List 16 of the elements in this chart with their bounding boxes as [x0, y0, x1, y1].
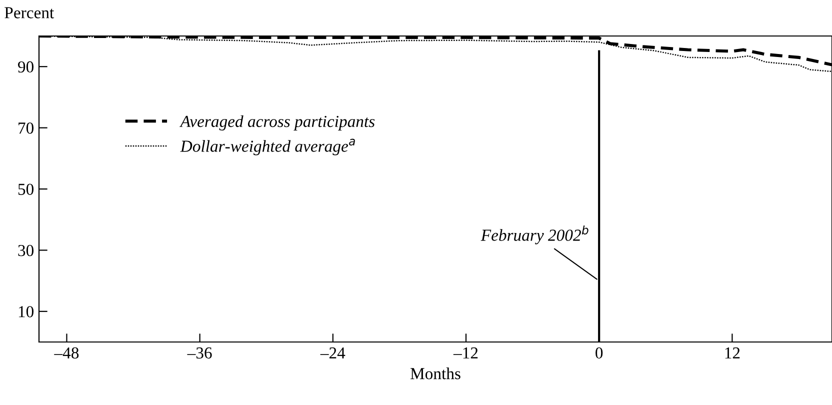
y-tick-label: 50 [18, 184, 34, 195]
legend-label: Averaged across participants [179, 115, 375, 130]
y-axis-title: Percent [4, 7, 54, 18]
x-tick-label: –36 [187, 347, 212, 359]
x-tick-label: 0 [596, 347, 603, 359]
y-tick-label: 10 [18, 306, 34, 318]
legend-label: Dollar-weighted average$^{a}$ [180, 138, 355, 156]
y-tick-label: 30 [18, 244, 34, 256]
annotation: February 2002$^{b}$ [480, 225, 588, 244]
x-tick-label: 12 [725, 347, 740, 358]
x-tick-label: –12 [453, 347, 478, 358]
x-tick-label: –24 [320, 347, 346, 358]
y-tick-label: 70 [18, 122, 34, 134]
x-tick-label: –48 [54, 347, 79, 359]
y-tick-label: 90 [18, 61, 34, 73]
x-axis-title: Months [410, 368, 460, 380]
